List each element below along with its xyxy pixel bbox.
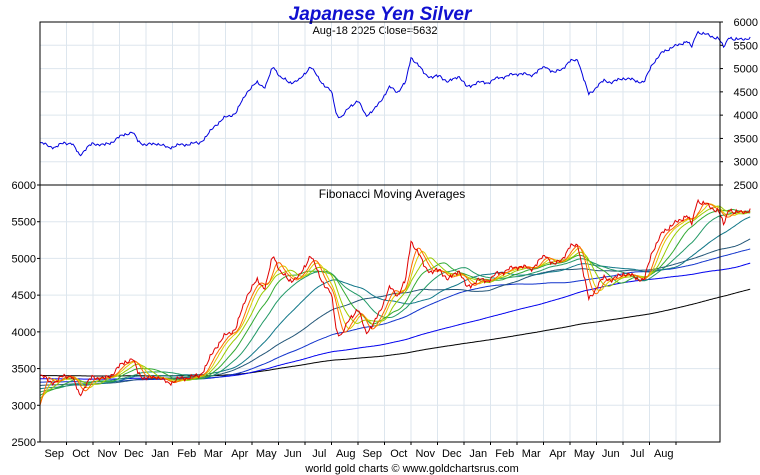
y-tick-label: 5000 bbox=[12, 253, 36, 265]
x-tick-label: Dec bbox=[124, 448, 144, 460]
ma-line-13 bbox=[39, 209, 751, 396]
x-tick-label: Sep bbox=[44, 448, 64, 460]
top-panel-y-axis: 6000 5500 5000 4500 4000 3500 3000 2500 bbox=[720, 17, 758, 192]
chart-footer: world gold charts © www.goldchartsrus.co… bbox=[304, 463, 519, 475]
ma-line-89 bbox=[39, 248, 751, 383]
y-tick-label: 3500 bbox=[12, 364, 36, 376]
y-tick-label: 3000 bbox=[734, 157, 758, 169]
y-tick-label: 6000 bbox=[734, 17, 758, 29]
x-tick-label: May bbox=[574, 448, 595, 460]
x-tick-label: Jul bbox=[630, 448, 644, 460]
y-tick-label: 3500 bbox=[734, 133, 758, 145]
x-tick-label: Jun bbox=[602, 448, 620, 460]
ma-line-8 bbox=[39, 205, 751, 400]
x-tick-label: Nov bbox=[97, 448, 117, 460]
ma-line-5 bbox=[39, 203, 751, 403]
y-tick-label: 5000 bbox=[734, 64, 758, 76]
x-tick-label: Feb bbox=[495, 448, 514, 460]
top-panel-series bbox=[40, 30, 751, 157]
x-tick-label: Apr bbox=[231, 448, 248, 460]
x-tick-label: Mar bbox=[204, 448, 223, 460]
bottom-panel-frame bbox=[39, 184, 721, 443]
y-tick-label: 4500 bbox=[12, 290, 36, 302]
y-tick-label: 4000 bbox=[734, 110, 758, 122]
x-tick-label: Mar bbox=[522, 448, 541, 460]
top-panel-frame bbox=[39, 21, 721, 186]
y-tick-label: 2500 bbox=[12, 437, 36, 449]
x-tick-label: Oct bbox=[72, 448, 89, 460]
x-tick-label: Jul bbox=[312, 448, 326, 460]
bottom-panel-label: Fibonacci Moving Averages bbox=[319, 187, 466, 201]
x-tick-label: Oct bbox=[390, 448, 407, 460]
x-tick-label: Dec bbox=[442, 448, 462, 460]
bottom-panel-grid bbox=[40, 185, 720, 442]
x-tick-label: Jan bbox=[469, 448, 487, 460]
top-panel-grid bbox=[40, 22, 720, 185]
chart-title: Japanese Yen Silver bbox=[289, 4, 473, 25]
ma-line-233 bbox=[40, 288, 751, 377]
y-tick-label: 4000 bbox=[12, 327, 36, 339]
x-tick-label: Jun bbox=[284, 448, 302, 460]
x-tick-label: Jan bbox=[151, 448, 169, 460]
y-tick-label: 5500 bbox=[734, 40, 758, 52]
y-tick-label: 6000 bbox=[12, 180, 36, 192]
bottom-panel-y-axis: 6000 5500 5000 4500 4000 3500 3000 2500 bbox=[12, 180, 40, 449]
x-tick-label: Sep bbox=[362, 448, 382, 460]
x-tick-label: Aug bbox=[654, 448, 674, 460]
x-tick-label: Feb bbox=[177, 448, 196, 460]
y-tick-label: 3000 bbox=[12, 400, 36, 412]
y-tick-label: 2500 bbox=[734, 180, 758, 192]
x-tick-label: Aug bbox=[336, 448, 356, 460]
x-tick-label: Apr bbox=[549, 448, 566, 460]
ma-line-55 bbox=[39, 238, 751, 386]
ma-line-34 bbox=[39, 216, 751, 390]
y-tick-label: 4500 bbox=[734, 87, 758, 99]
x-tick-label: Nov bbox=[415, 448, 435, 460]
bottom-panel-series bbox=[39, 198, 751, 406]
chart-subtitle: Aug-18 2025 Close=5632 bbox=[312, 25, 437, 37]
x-axis: Sep Oct Nov Dec Jan Feb Mar Apr May Jun Jul Aug Sep O… bbox=[44, 442, 677, 460]
y-tick-label: 5500 bbox=[12, 217, 36, 229]
bottom-price-line bbox=[39, 198, 751, 397]
top-price-line bbox=[40, 30, 751, 157]
x-tick-label: May bbox=[256, 448, 277, 460]
